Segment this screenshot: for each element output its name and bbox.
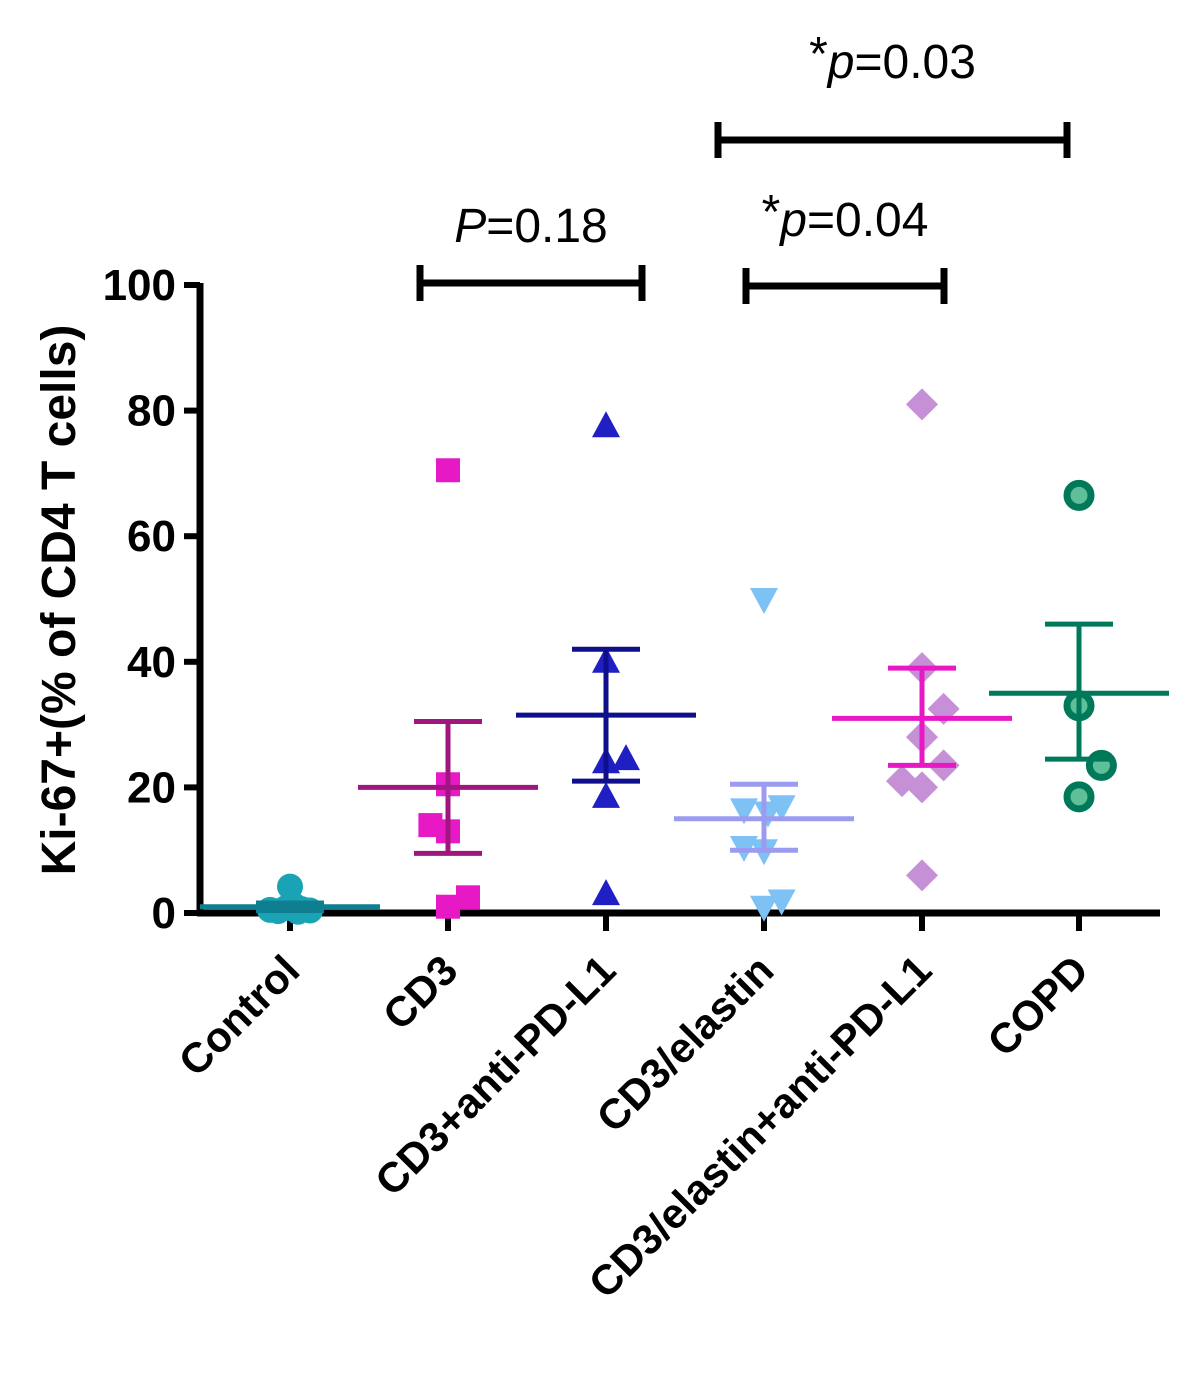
significance-brackets: P=0.18 *p=0.04 *p=0.03 bbox=[416, 28, 1071, 304]
comparison-p-value: *p=0.03 bbox=[809, 28, 976, 89]
data-point bbox=[767, 889, 796, 916]
y-tick-label: 60 bbox=[127, 512, 176, 561]
data-point bbox=[906, 859, 938, 892]
data-points bbox=[200, 388, 1169, 925]
y-tick-label: 40 bbox=[127, 638, 176, 687]
data-point bbox=[906, 771, 938, 804]
data-point bbox=[750, 588, 778, 614]
data-point bbox=[592, 879, 620, 906]
data-point bbox=[1063, 479, 1095, 511]
data-point bbox=[730, 798, 758, 825]
comparison-p-value: P=0.18 bbox=[454, 200, 607, 253]
data-point bbox=[906, 388, 938, 421]
data-point bbox=[436, 458, 460, 483]
comparison-p-value: *p=0.04 bbox=[762, 186, 929, 247]
x-tick-label: CD3 bbox=[374, 946, 467, 1039]
y-tick-label: 0 bbox=[152, 889, 176, 938]
y-tick-label: 100 bbox=[103, 261, 176, 310]
data-point bbox=[436, 894, 460, 919]
y-tick-label: 80 bbox=[127, 387, 176, 436]
y-axis-title: Ki-67+(% of CD4 T cells) bbox=[33, 325, 86, 876]
x-tick-label: COPD bbox=[978, 946, 1097, 1065]
data-point bbox=[750, 895, 778, 922]
data-point bbox=[767, 795, 796, 822]
x-tick-label: Control bbox=[170, 946, 309, 1085]
data-point bbox=[612, 744, 640, 771]
y-tick-label: 20 bbox=[127, 763, 176, 812]
data-point bbox=[592, 411, 620, 438]
data-point bbox=[592, 781, 620, 808]
data-point bbox=[1063, 781, 1095, 813]
